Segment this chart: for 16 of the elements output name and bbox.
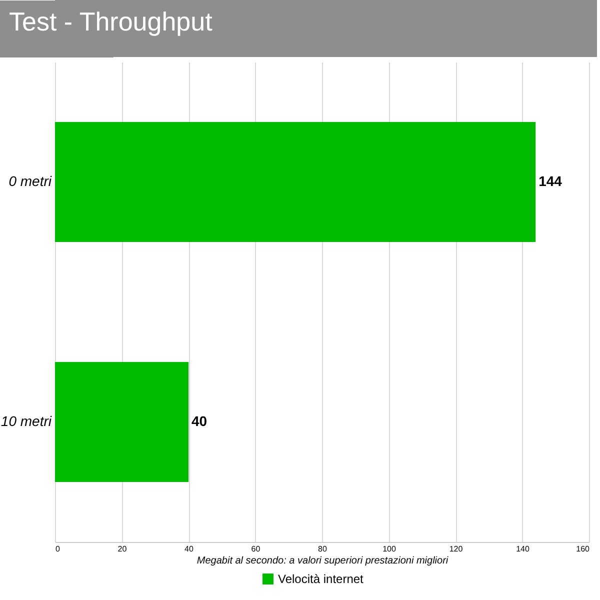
x-tick-label: 0 <box>56 544 60 554</box>
chart-title: Test - Throughput <box>9 6 214 36</box>
x-tick-label: 80 <box>318 544 328 554</box>
x-tick-label: 20 <box>118 544 128 554</box>
x-tick-label: 140 <box>516 544 530 554</box>
x-tick-label: 40 <box>184 544 194 554</box>
x-tick-label: 60 <box>251 544 261 554</box>
y-tick-label: 0 metri <box>8 173 52 189</box>
data-label: 40 <box>192 413 208 429</box>
legend-label: Velocità internet <box>278 572 364 586</box>
data-label: 144 <box>538 173 562 189</box>
x-tick-label: 160 <box>576 544 590 554</box>
y-tick-label: 10 metri <box>0 413 52 429</box>
x-tick-label: 100 <box>382 544 396 554</box>
x-axis-title: Megabit al secondo: a valori superiori prestazioni migliori <box>196 556 449 566</box>
x-tick-label: 120 <box>449 544 464 554</box>
